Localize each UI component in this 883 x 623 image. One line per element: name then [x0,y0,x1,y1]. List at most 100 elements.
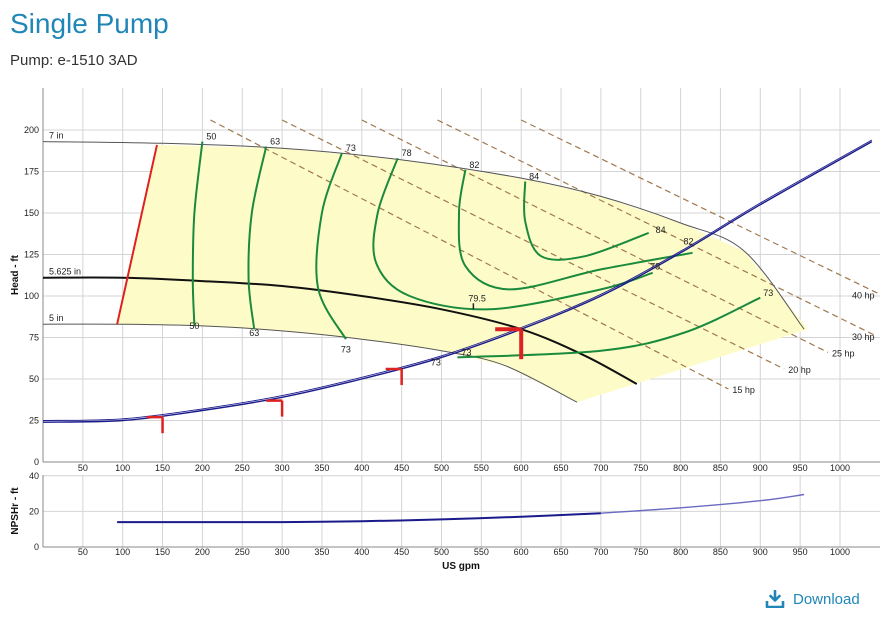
npsh-x-tick-label: 1000 [830,547,850,557]
npsh-x-tick-label: 100 [115,547,130,557]
head-x-tick-label: 600 [514,463,529,473]
head-y-tick-label: 125 [24,250,39,260]
head-x-tick-label: 50 [78,463,88,473]
npsh-x-tick-label: 700 [593,547,608,557]
head-x-tick-label: 150 [155,463,170,473]
page-title: Single Pump [10,8,169,39]
efficiency-contour-label: 82 [469,160,479,170]
npsh-x-tick-label: 950 [793,547,808,557]
efficiency-contour-end-label: 50 [189,321,199,331]
horsepower-line [361,119,829,353]
system-curve-strand [43,139,873,421]
head-y-axis-title: Head - ft [10,254,21,295]
horsepower-label: 20 hp [788,365,811,375]
head-x-tick-label: 950 [793,463,808,473]
efficiency-contour [315,152,347,340]
npsh-curve-extension [600,493,805,514]
head-x-tick-label: 400 [354,463,369,473]
head-y-tick-label: 100 [24,291,39,301]
efficiency-point-label: 79.5 [468,293,486,303]
horsepower-label: 15 hp [732,385,755,395]
npsh-x-tick-label: 300 [275,547,290,557]
npsh-curve [117,512,601,524]
horsepower-line [520,119,880,295]
horsepower-line [437,119,877,337]
pump-model-label: Pump: e-1510 3AD [10,52,138,69]
horsepower-line [281,119,785,370]
impeller-curve [43,141,805,330]
efficiency-contour-label: 73 [461,347,471,357]
efficiency-contour [457,296,761,359]
npsh-y-tick-label: 40 [29,471,39,481]
head-y-tick-label: 75 [29,333,39,343]
npsh-y-axis-title: NPSHr - ft [10,487,21,535]
npsh-x-tick-label: 900 [753,547,768,557]
npsh-y-tick-label: 0 [34,542,39,552]
head-y-tick-label: 200 [24,125,39,135]
npsh-x-tick-label: 250 [235,547,250,557]
npsh-x-tick-label: 500 [434,547,449,557]
efficiency-contour-end-label: 73 [763,288,773,298]
npsh-x-tick-label: 350 [314,547,329,557]
head-y-tick-label: 50 [29,374,39,384]
npsh-x-tick-label: 50 [78,547,88,557]
efficiency-contour-end-label: 63 [249,328,259,338]
head-x-tick-label: 550 [474,463,489,473]
horsepower-line [210,119,729,390]
efficiency-contour-label: 63 [270,137,280,147]
head-x-tick-label: 300 [275,463,290,473]
efficiency-contour-end-label: 73 [431,358,441,368]
efficiency-contour [191,141,204,326]
efficiency-contour-label: 84 [529,171,539,181]
efficiency-contour [457,169,693,291]
head-x-tick-label: 500 [434,463,449,473]
efficiency-contour-label: 50 [206,132,216,142]
efficiency-contour-label: 78 [402,148,412,158]
impeller-curve [43,323,578,403]
npsh-x-tick-label: 550 [474,547,489,557]
efficiency-contour [372,157,654,311]
head-x-tick-label: 250 [235,463,250,473]
horsepower-label: 25 hp [832,348,855,358]
npsh-x-tick-label: 400 [354,547,369,557]
head-x-tick-label: 450 [394,463,409,473]
efficiency-contour [247,146,268,330]
efficiency-contour [523,181,650,261]
efficiency-contour-end-label: 73 [341,344,351,354]
head-x-tick-label: 100 [115,463,130,473]
head-y-tick-label: 0 [34,457,39,467]
head-plot-group [43,119,880,434]
npsh-x-tick-label: 750 [633,547,648,557]
efficiency-contour-label: 73 [346,143,356,153]
head-x-tick-label: 750 [633,463,648,473]
min-flow-line [116,144,158,325]
head-x-tick-label: 850 [713,463,728,473]
npsh-x-tick-label: 600 [514,547,529,557]
operating-region [117,144,809,403]
download-label: Download [793,590,860,608]
head-x-tick-label: 800 [673,463,688,473]
head-x-tick-label: 1000 [830,463,850,473]
head-x-tick-label: 350 [314,463,329,473]
head-x-tick-label: 650 [554,463,569,473]
impeller-curve [43,276,638,385]
npsh-y-tick-label: 20 [29,506,39,516]
download-button[interactable]: Download [765,590,860,608]
head-x-tick-label: 200 [195,463,210,473]
npsh-x-tick-label: 450 [394,547,409,557]
impeller-curve-label: 5.625 in [49,267,81,277]
download-icon [765,590,785,608]
head-y-tick-label: 150 [24,208,39,218]
system-curve [43,140,873,423]
head-y-tick-label: 25 [29,416,39,426]
head-x-tick-label: 900 [753,463,768,473]
npsh-x-tick-label: 650 [554,547,569,557]
npsh-x-tick-label: 200 [195,547,210,557]
efficiency-contour-end-label: 82 [684,237,694,247]
head-y-tick-label: 175 [24,167,39,177]
efficiency-contour-end-label: 84 [656,225,666,235]
impeller-curve-label: 5 in [49,313,64,323]
x-axis-title: US gpm [442,561,480,572]
npsh-x-tick-label: 150 [155,547,170,557]
